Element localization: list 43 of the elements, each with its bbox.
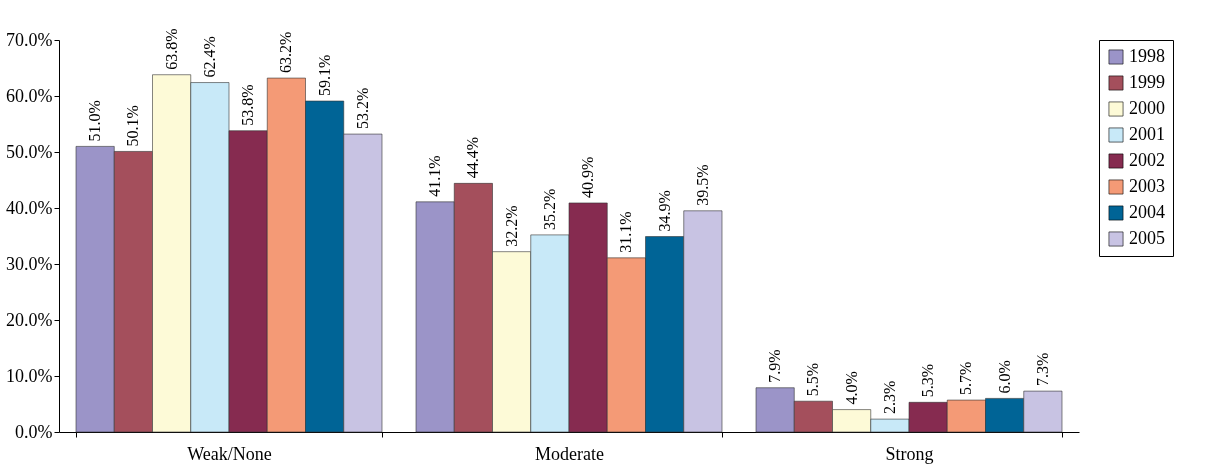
legend-label: 2004 xyxy=(1129,202,1165,222)
data-label: 53.2% xyxy=(353,87,371,130)
x-tick-label: Strong xyxy=(885,443,934,464)
data-label: 39.5% xyxy=(693,164,711,206)
data-label: 40.9% xyxy=(579,156,597,198)
data-label: 5.5% xyxy=(804,362,822,397)
y-tick-label: 40.0% xyxy=(6,197,53,218)
data-label: 32.2% xyxy=(502,205,520,247)
legend-label: 2005 xyxy=(1129,228,1165,248)
x-tick-label: Moderate xyxy=(535,443,604,464)
data-label: 53.8% xyxy=(239,84,257,126)
data-label: 50.1% xyxy=(124,105,142,147)
data-label: 63.2% xyxy=(277,31,295,74)
y-tick-label: 30.0% xyxy=(6,253,53,274)
legend-label: 1999 xyxy=(1129,72,1165,92)
legend-label: 2003 xyxy=(1129,176,1165,196)
data-label: 2.3% xyxy=(880,380,898,415)
y-tick-label: 50.0% xyxy=(6,141,53,162)
data-label: 62.4% xyxy=(200,36,218,78)
y-tick-label: 20.0% xyxy=(6,309,53,330)
legend-label: 1998 xyxy=(1129,46,1165,66)
y-tick-label: 60.0% xyxy=(6,85,53,106)
x-tick-label: Weak/None xyxy=(187,443,272,464)
data-label: 7.3% xyxy=(1033,352,1051,387)
data-label: 51.0% xyxy=(86,100,104,142)
data-label: 41.1% xyxy=(426,155,444,197)
data-label: 6.0% xyxy=(995,360,1013,394)
data-label: 4.0% xyxy=(842,371,860,405)
y-tick-label: 10.0% xyxy=(6,365,53,386)
data-label: 59.1% xyxy=(315,54,333,97)
y-tick-label: 0.0% xyxy=(15,421,53,442)
data-label: 63.8% xyxy=(162,28,180,70)
y-tick-label: 70.0% xyxy=(6,29,53,50)
data-label: 31.1% xyxy=(617,211,635,253)
data-label: 5.3% xyxy=(919,363,937,398)
data-label: 5.7% xyxy=(957,361,975,396)
legend-label: 2000 xyxy=(1129,98,1165,118)
legend-label: 2002 xyxy=(1129,150,1165,170)
data-label: 7.9% xyxy=(766,349,784,383)
data-label: 34.9% xyxy=(655,190,673,232)
legend-label: 2001 xyxy=(1129,124,1165,144)
data-label: 35.2% xyxy=(540,188,558,230)
data-label: 44.4% xyxy=(464,137,482,179)
